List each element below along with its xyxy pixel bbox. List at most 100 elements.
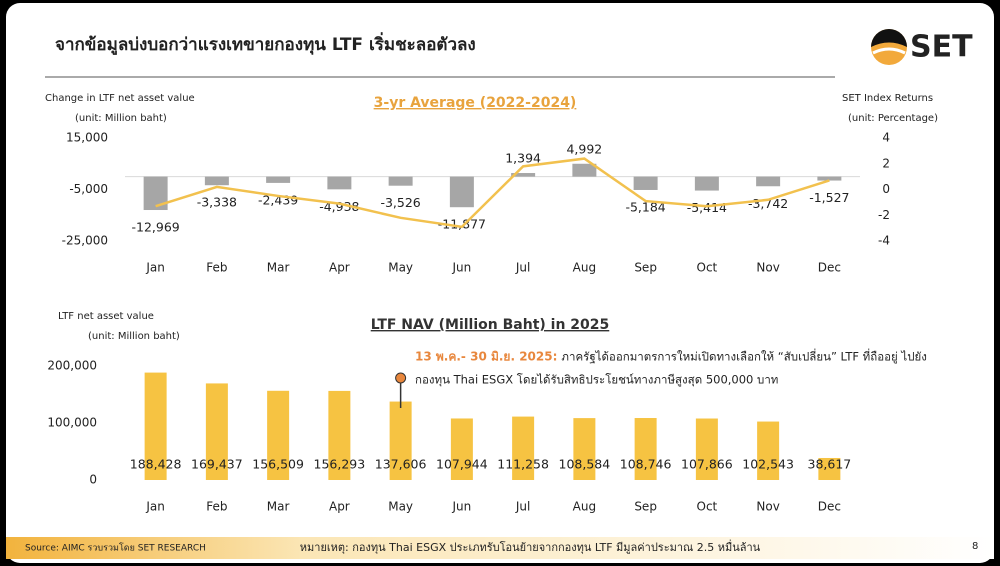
y-tick-label: 15,000: [66, 131, 108, 145]
x-tick-label: May: [388, 261, 413, 275]
chart-title: 3-yr Average (2022-2024): [374, 95, 577, 111]
bar: [205, 383, 228, 480]
bar: [450, 418, 473, 480]
y-axis-label: (unit: Million baht): [75, 113, 167, 124]
slide-title: จากข้อมูลบ่งบอกว่าแรงเทขายกองทุน LTF เริ…: [55, 32, 476, 56]
x-tick-label: Mar: [267, 500, 290, 514]
data-label: 102,543: [742, 457, 794, 472]
bar: [694, 176, 719, 191]
data-label: 137,606: [375, 457, 427, 472]
bar: [572, 163, 597, 177]
data-label: -3,526: [380, 195, 420, 210]
y2-tick-label: 2: [882, 156, 890, 170]
bar: [389, 401, 412, 480]
footer-band: [6, 537, 994, 559]
footer-source: Source: AIMC รวบรวมโดย SET RESEARCH: [25, 543, 206, 554]
bar: [511, 173, 536, 177]
data-label: 1,394: [505, 151, 541, 166]
x-tick-label: Jul: [515, 261, 530, 275]
annotation-date: 13 พ.ค.- 30 มิ.ย. 2025:: [415, 350, 557, 364]
data-label: 107,866: [681, 457, 733, 472]
data-label: -12,969: [132, 220, 180, 235]
y-tick-label: -25,000: [62, 234, 108, 248]
bar: [328, 390, 351, 480]
bar: [388, 176, 413, 186]
x-tick-label: Oct: [697, 500, 718, 514]
bar: [817, 176, 842, 181]
bar: [818, 457, 841, 480]
x-tick-label: Nov: [756, 500, 779, 514]
y-axis-label: (unit: Million baht): [88, 331, 180, 342]
x-tick-label: Aug: [573, 500, 596, 514]
bar: [204, 176, 229, 186]
data-label: 156,509: [252, 457, 304, 472]
bar: [327, 176, 352, 190]
y2-tick-label: -2: [878, 208, 890, 222]
data-label: -5,414: [687, 200, 727, 215]
data-label: -11,877: [438, 217, 486, 232]
logo: SET: [871, 29, 973, 65]
y-tick-label: 0: [89, 473, 97, 487]
x-tick-label: Feb: [206, 500, 227, 514]
bar: [757, 421, 780, 480]
x-tick-label: May: [388, 500, 413, 514]
x-tick-label: Apr: [329, 261, 350, 275]
bar: [573, 418, 596, 480]
x-tick-label: Apr: [329, 500, 350, 514]
page-number: 8: [972, 541, 978, 552]
annotation-dot: [395, 372, 407, 384]
y2-tick-label: -4: [878, 234, 890, 248]
data-label: 156,293: [314, 457, 366, 472]
annotation-text: กองทุน Thai ESGX โดยได้รับสิทธิประโยชน์ท…: [415, 373, 778, 387]
x-tick-label: Aug: [573, 261, 596, 275]
y2-tick-label: 0: [882, 182, 890, 196]
data-label: -1,527: [809, 190, 849, 205]
line: [155, 157, 830, 229]
bar: [449, 176, 474, 208]
logo-wave: [872, 47, 906, 55]
bar: [267, 390, 290, 480]
x-tick-label: Dec: [818, 261, 841, 275]
data-label: 108,584: [559, 457, 611, 472]
data-label: -3,338: [197, 195, 237, 210]
y2-tick-label: 4: [882, 131, 890, 145]
data-label: 4,992: [566, 141, 602, 156]
logo-arc: [871, 29, 907, 47]
bar: [144, 372, 167, 480]
x-tick-label: Jun: [452, 500, 472, 514]
annotation-text: ภาครัฐได้ออกมาตรการใหม่เปิดทางเลือกให้ “…: [561, 349, 926, 364]
footer-note: หมายเหตุ: กองทุน Thai ESGX ประเภทรับโอนย…: [300, 539, 761, 554]
x-tick-label: Feb: [206, 261, 227, 275]
y-axis-label: Change in LTF net asset value: [45, 93, 195, 104]
x-tick-label: Oct: [697, 261, 718, 275]
data-label: 38,617: [808, 457, 852, 472]
bar: [634, 418, 657, 480]
x-tick-label: Mar: [267, 261, 290, 275]
slide-background: [6, 3, 994, 563]
x-tick-label: Jun: [452, 261, 472, 275]
chart-title: LTF NAV (Million Baht) in 2025: [371, 317, 610, 333]
bar: [695, 418, 718, 480]
x-tick-label: Nov: [756, 261, 779, 275]
x-tick-label: Jan: [145, 500, 165, 514]
data-label: 108,746: [620, 457, 672, 472]
data-label: -5,184: [625, 199, 665, 214]
x-tick-label: Jan: [145, 261, 165, 275]
x-tick-label: Sep: [634, 261, 657, 275]
y-tick-label: -5,000: [69, 182, 108, 196]
x-tick-label: Dec: [818, 500, 841, 514]
bar: [266, 176, 291, 183]
y2-axis-label: (unit: Percentage): [848, 113, 938, 124]
bar: [633, 176, 658, 190]
data-label: 188,428: [130, 457, 182, 472]
x-tick-label: Jul: [515, 500, 530, 514]
data-label: -3,742: [748, 196, 788, 211]
y-axis-label: LTF net asset value: [58, 311, 154, 322]
data-label: 107,944: [436, 457, 488, 472]
x-tick-label: Sep: [634, 500, 657, 514]
bar: [756, 176, 781, 187]
bar: [512, 416, 535, 480]
y2-axis-label: SET Index Returns: [842, 93, 933, 104]
logo-text: SET: [910, 30, 973, 65]
